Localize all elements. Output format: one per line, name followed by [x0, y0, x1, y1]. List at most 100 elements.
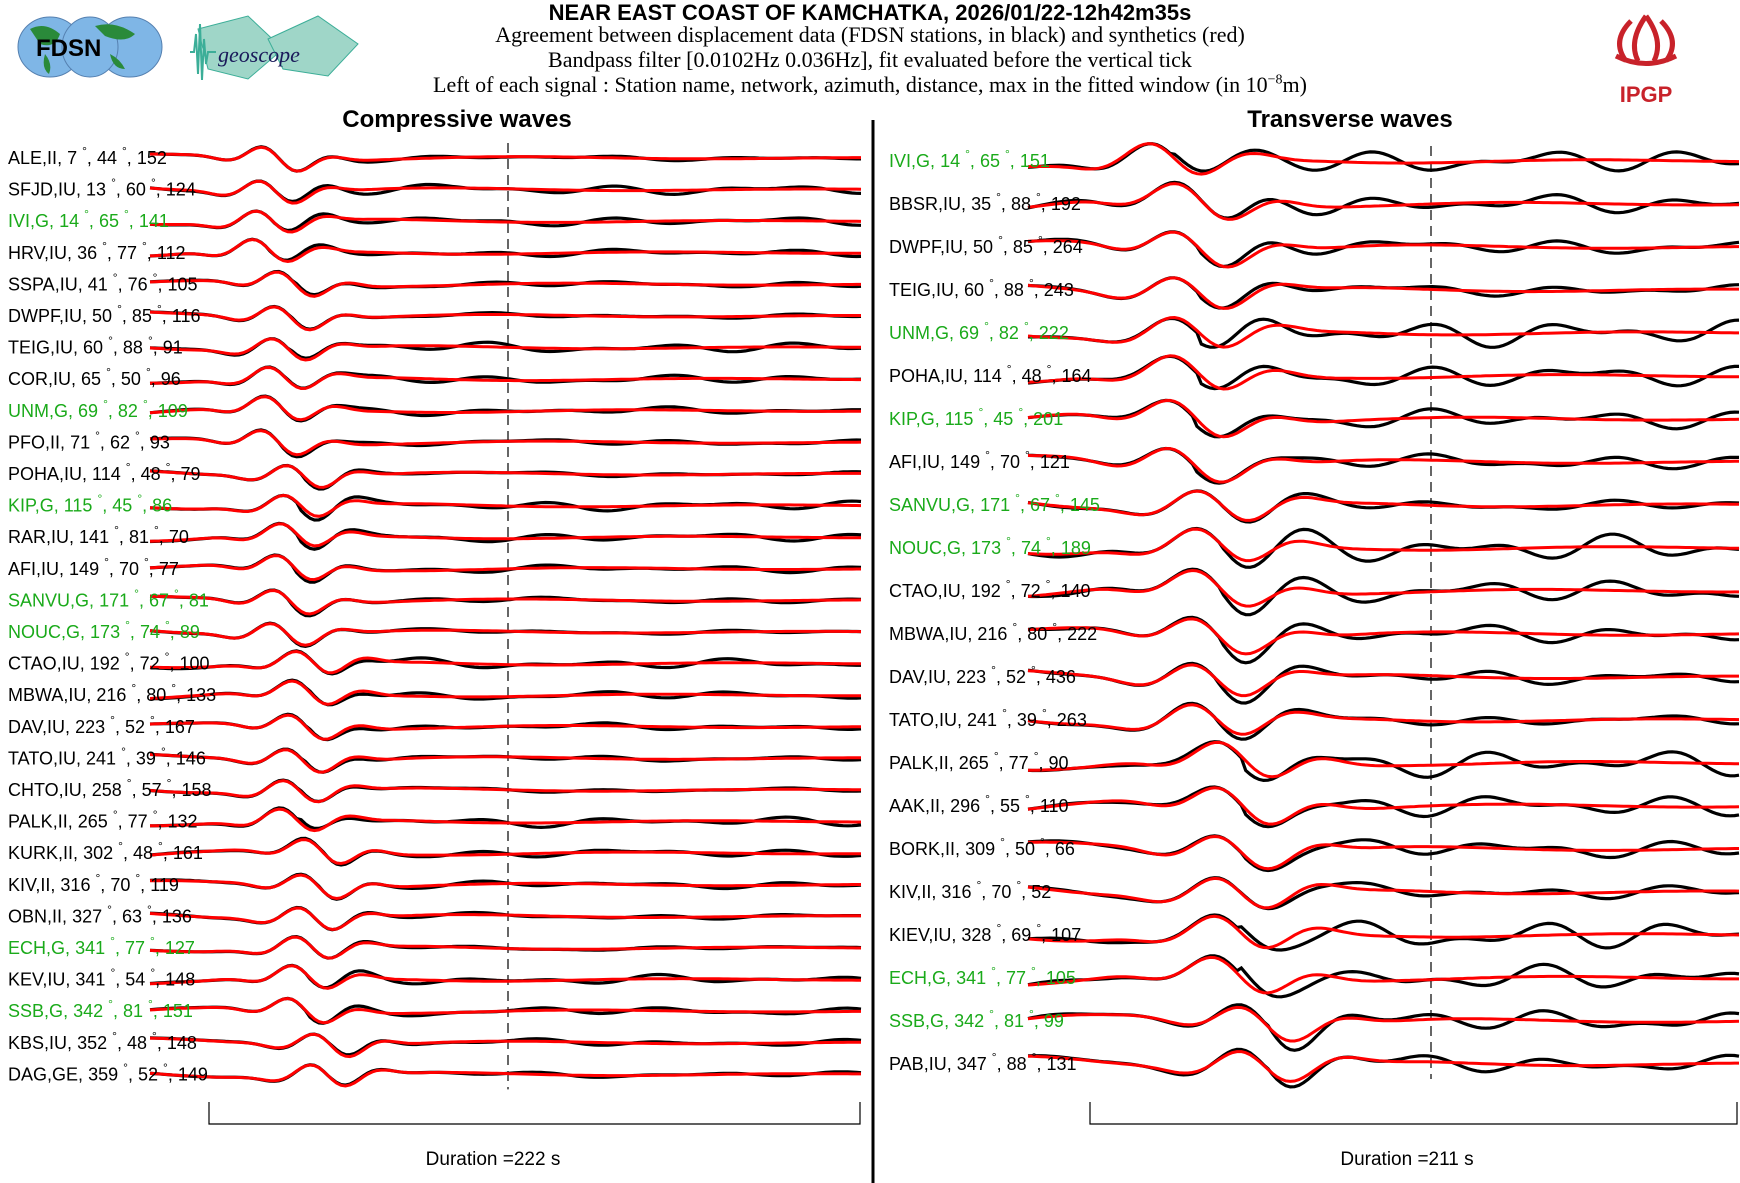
synthetic-trace-sspa	[149, 270, 861, 298]
network: G	[75, 590, 89, 610]
data-trace-tato	[1027, 701, 1740, 741]
distance: 44	[97, 148, 117, 168]
separator: ,	[1036, 968, 1046, 988]
separator: ,	[130, 622, 140, 642]
distance: 72	[1021, 581, 1041, 601]
degree-symbol: °	[108, 997, 113, 1011]
max-amplitude: 132	[168, 812, 198, 832]
distance: 77	[128, 812, 148, 832]
separator: ,	[1034, 280, 1044, 300]
network: GE	[52, 1064, 78, 1084]
azimuth: 302	[83, 843, 113, 863]
degree-symbol: °	[95, 871, 100, 885]
separator: ,	[122, 306, 132, 326]
station-label: KIV,II, 316 °, 70 °, 119	[8, 871, 179, 895]
data-trace-teig	[1027, 276, 1740, 310]
degree-symbol: °	[1002, 706, 1007, 720]
separator: ,	[117, 1033, 127, 1053]
separator: ,	[68, 812, 78, 832]
compressive-duration-label: Duration =222 s	[425, 1149, 561, 1170]
separator: ,	[970, 495, 980, 515]
separator: ,	[967, 624, 977, 644]
azimuth: 14	[940, 151, 960, 171]
azimuth: 347	[957, 1054, 987, 1074]
max-amplitude: 70	[169, 527, 189, 547]
distance: 80	[1027, 624, 1047, 644]
separator: ,	[45, 432, 50, 452]
station-label: CTAO,IU, 192 °, 72 °, 100	[8, 650, 210, 674]
compressive-waves-title: Compressive waves	[342, 106, 572, 133]
separator: ,	[938, 194, 943, 214]
distance: 67	[149, 590, 169, 610]
degree-symbol: °	[95, 428, 100, 442]
separator: ,	[179, 590, 189, 610]
degree-symbol: °	[1015, 491, 1020, 505]
azimuth: 316	[941, 882, 971, 902]
azimuth: 265	[959, 753, 989, 773]
distance: 52	[1006, 667, 1026, 687]
separator: ,	[58, 843, 63, 863]
distance: 57	[142, 780, 162, 800]
separator: ,	[1030, 452, 1040, 472]
station-name: HRV	[8, 243, 46, 263]
station-name: KBS	[8, 1033, 44, 1053]
separator: ,	[148, 401, 158, 421]
max-amplitude: 93	[150, 432, 170, 452]
separator: ,	[990, 796, 1000, 816]
degree-symbol: °	[1036, 190, 1041, 204]
station-name: SSB	[889, 1011, 925, 1031]
azimuth: 65	[81, 369, 101, 389]
network: IU	[53, 369, 71, 389]
max-amplitude: 201	[1033, 409, 1063, 429]
station-name: RAR	[8, 527, 46, 547]
degree-symbol: °	[110, 934, 115, 948]
separator: ,	[115, 970, 125, 990]
max-amplitude: 161	[173, 843, 203, 863]
degree-symbol: °	[118, 839, 123, 853]
ipgp-logo: IPGP	[1614, 14, 1678, 106]
data-trace-nouc	[149, 621, 862, 649]
station-name: NOUC	[889, 538, 942, 558]
station-name: CTAO	[8, 654, 57, 674]
data-trace-bbsr	[1027, 180, 1740, 220]
separator: ,	[1047, 710, 1057, 730]
data-trace-sanvu	[1027, 489, 1740, 524]
degree-symbol: °	[113, 808, 118, 822]
max-amplitude: 89	[180, 622, 200, 642]
separator: ,	[60, 432, 70, 452]
separator: ,	[109, 559, 119, 579]
station-label: DAV,IU, 223 °, 52 °, 436	[889, 663, 1076, 687]
separator: ,	[139, 590, 149, 610]
station-name: PALK	[889, 753, 934, 773]
synthetic-trace-palk	[1028, 740, 1739, 779]
network: IU	[939, 710, 957, 730]
station-name: BBSR	[889, 194, 938, 214]
degree-symbol: °	[126, 460, 131, 474]
network: IU	[68, 685, 86, 705]
separator: ,	[113, 338, 123, 358]
separator: ,	[80, 622, 90, 642]
distance: 50	[1015, 839, 1035, 859]
synthetic-trace-teig	[149, 337, 861, 362]
station-name: ECH	[889, 968, 927, 988]
station-label: POHA,IU, 114 °, 48 °, 79	[8, 460, 201, 484]
separator: ,	[1057, 624, 1067, 644]
separator: ,	[44, 1001, 49, 1021]
azimuth: 41	[88, 274, 108, 294]
station-label: IVI,G, 14 °, 65 °, 141	[8, 207, 169, 231]
degree-symbol: °	[150, 713, 155, 727]
separator: ,	[1017, 624, 1027, 644]
max-amplitude: 124	[166, 180, 196, 200]
separator: ,	[35, 875, 40, 895]
separator: ,	[53, 812, 58, 832]
data-trace-ssb	[1027, 1003, 1740, 1052]
station-name: KIV	[889, 882, 918, 902]
synthetic-trace-ech	[1027, 955, 1739, 995]
station-name: KIP	[889, 409, 918, 429]
max-amplitude: 148	[167, 1033, 197, 1053]
degree-symbol: °	[1006, 577, 1011, 591]
separator: ,	[930, 151, 940, 171]
separator: ,	[924, 1054, 929, 1074]
separator: ,	[68, 401, 78, 421]
distance: 77	[125, 938, 145, 958]
